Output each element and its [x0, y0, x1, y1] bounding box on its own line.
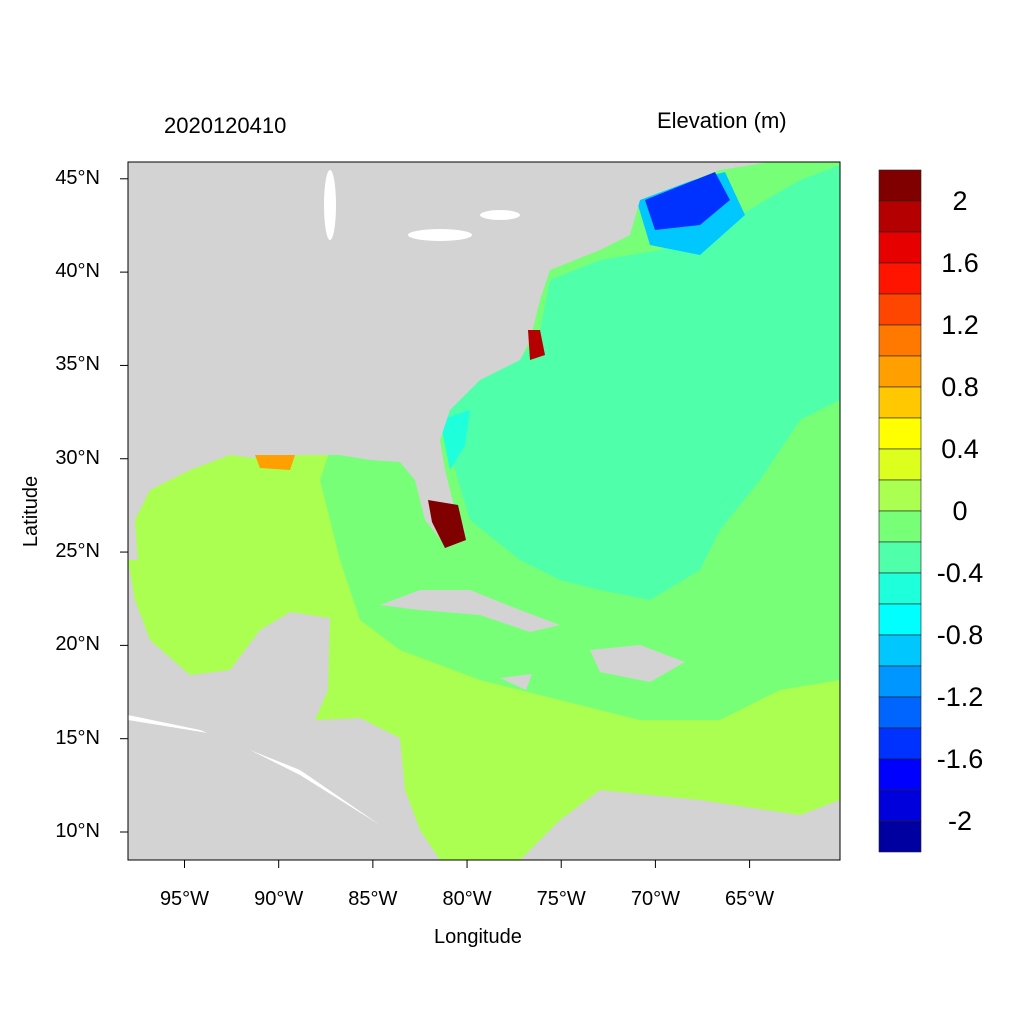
y-tick-label: 45°N	[55, 166, 100, 189]
colorbar-label: 1.2	[941, 310, 979, 340]
zone-florida-high	[428, 500, 466, 548]
colorbar-swatch	[878, 262, 922, 295]
colorbar-swatch	[878, 665, 922, 698]
y-tick-label: 40°N	[55, 260, 100, 283]
colorbar-label: -0.8	[936, 620, 984, 650]
colorbar-swatch	[878, 231, 922, 264]
land-cuba	[380, 590, 560, 632]
colorbar-swatch	[878, 200, 922, 233]
colorbar-swatch	[878, 696, 922, 729]
colorbar-swatch	[878, 293, 922, 326]
plot-frame	[127, 161, 841, 861]
colorbar-swatch	[878, 820, 922, 853]
colorbar-swatch	[878, 789, 922, 822]
colorbar-swatch	[878, 634, 922, 667]
zone-gulf-of-maine-deep	[645, 172, 730, 230]
colorbar-swatch	[878, 758, 922, 791]
y-tick-label: 30°N	[55, 446, 100, 469]
colorbar-swatch	[878, 479, 922, 512]
y-tick-label: 20°N	[55, 633, 100, 656]
zone-atlantic	[440, 165, 840, 600]
colorbar-swatch	[878, 417, 922, 450]
colorbar-swatch	[878, 572, 922, 605]
x-tick-label: 85°W	[348, 888, 398, 910]
y-tick-label: 15°N	[55, 726, 100, 749]
colorbar-swatch	[878, 169, 922, 202]
date-title: 2020120410	[164, 113, 287, 138]
colorbar-label: 0.4	[941, 434, 979, 464]
zone-coastal-cyan	[440, 410, 470, 470]
colorbar-label: -1.6	[936, 744, 984, 774]
land-jamaica	[500, 674, 532, 690]
y-axis-label: Latitude	[20, 475, 43, 548]
colorbar-swatch	[878, 603, 922, 636]
colorbar-label: -2	[947, 806, 972, 836]
x-tick-label: 65°W	[725, 888, 775, 910]
land-hispaniola	[590, 645, 685, 682]
colorbar-label: -1.2	[936, 682, 984, 712]
colorbar-swatch	[878, 510, 922, 543]
x-tick-label: 90°W	[254, 888, 304, 910]
y-tick-label: 25°N	[55, 540, 100, 563]
lake-ontario	[480, 210, 520, 220]
x-tick-label: 95°W	[159, 888, 210, 910]
colorbar-swatch	[878, 448, 922, 481]
colorbar-swatch	[878, 355, 922, 388]
colorbar-swatch	[878, 386, 922, 419]
colorbar-label: 0.8	[941, 372, 979, 402]
y-tick-label: 35°N	[55, 353, 100, 376]
colorbar-swatch	[878, 541, 922, 574]
lake-michigan	[324, 170, 336, 240]
zone-louisiana-high	[255, 455, 295, 470]
colorbar-swatch	[878, 727, 922, 760]
y-tick-label: 10°N	[55, 820, 100, 842]
x-tick-label: 70°W	[630, 888, 680, 910]
zone-nc-high	[528, 330, 545, 360]
lake-erie	[408, 229, 472, 241]
colorbar-title: Elevation (m)	[657, 108, 787, 133]
land-mexico-central-america	[128, 560, 440, 860]
x-tick-label: 75°W	[536, 888, 586, 910]
colorbar-swatch	[878, 324, 922, 357]
x-axis-label: Longitude	[434, 926, 522, 948]
colorbar-label: 1.6	[941, 248, 979, 278]
x-tick-label: 80°W	[442, 888, 492, 910]
colorbar-label: 2	[952, 186, 968, 216]
land-south-america	[520, 790, 840, 860]
land-north-america	[128, 162, 770, 560]
colorbar-label: -0.4	[936, 558, 984, 588]
colorbar-label: 0	[952, 496, 968, 526]
